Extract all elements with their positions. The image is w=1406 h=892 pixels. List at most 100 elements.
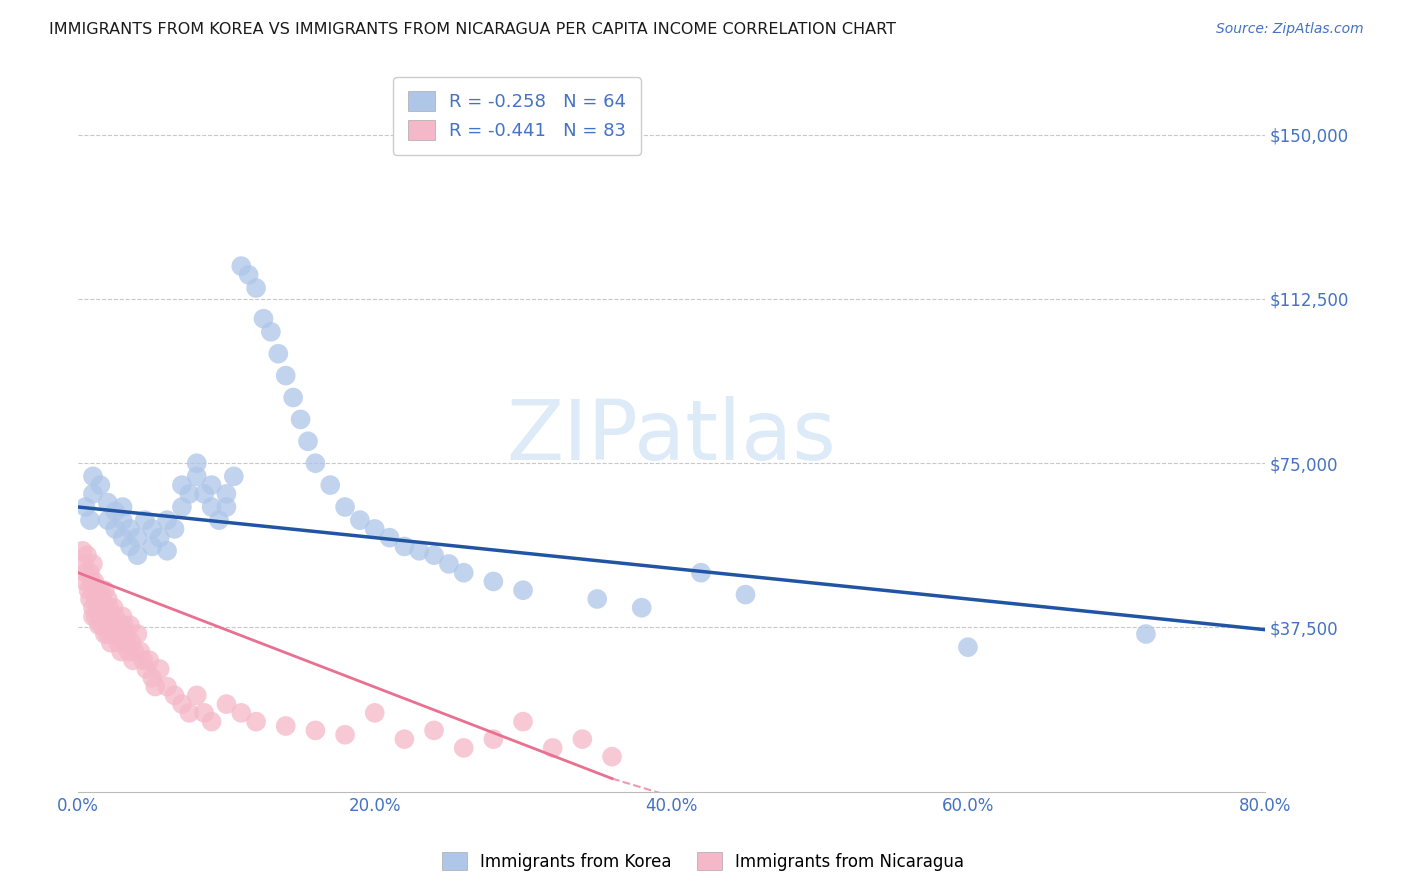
Point bbox=[79, 566, 101, 580]
Point bbox=[73, 557, 96, 571]
Point bbox=[75, 566, 97, 580]
Point bbox=[200, 478, 222, 492]
Point bbox=[75, 574, 97, 589]
Point bbox=[97, 495, 120, 509]
Point bbox=[245, 281, 267, 295]
Point bbox=[231, 259, 253, 273]
Point bbox=[90, 592, 112, 607]
Point bbox=[111, 513, 134, 527]
Point bbox=[245, 714, 267, 729]
Point bbox=[118, 522, 141, 536]
Point bbox=[141, 522, 163, 536]
Point bbox=[82, 583, 104, 598]
Point bbox=[96, 609, 118, 624]
Point bbox=[260, 325, 283, 339]
Point bbox=[98, 618, 121, 632]
Point bbox=[290, 412, 312, 426]
Point bbox=[90, 618, 112, 632]
Point bbox=[82, 487, 104, 501]
Point bbox=[112, 618, 135, 632]
Point bbox=[274, 719, 297, 733]
Legend: Immigrants from Korea, Immigrants from Nicaragua: Immigrants from Korea, Immigrants from N… bbox=[433, 844, 973, 880]
Point bbox=[129, 644, 152, 658]
Point bbox=[297, 434, 319, 449]
Point bbox=[127, 548, 149, 562]
Point bbox=[364, 706, 387, 720]
Point bbox=[111, 500, 134, 514]
Point bbox=[111, 627, 134, 641]
Point bbox=[77, 583, 100, 598]
Point bbox=[135, 662, 157, 676]
Point bbox=[72, 543, 94, 558]
Point bbox=[586, 592, 609, 607]
Point bbox=[117, 644, 139, 658]
Point bbox=[79, 592, 101, 607]
Point bbox=[304, 723, 326, 738]
Point bbox=[378, 531, 401, 545]
Point bbox=[84, 592, 107, 607]
Point bbox=[193, 487, 215, 501]
Point bbox=[104, 522, 127, 536]
Point bbox=[482, 574, 505, 589]
Point bbox=[111, 609, 134, 624]
Point bbox=[200, 500, 222, 514]
Point bbox=[82, 600, 104, 615]
Point bbox=[349, 513, 371, 527]
Point bbox=[231, 706, 253, 720]
Point bbox=[156, 680, 179, 694]
Point bbox=[118, 540, 141, 554]
Point bbox=[163, 522, 186, 536]
Point bbox=[97, 609, 120, 624]
Point bbox=[170, 500, 193, 514]
Point bbox=[132, 653, 155, 667]
Point bbox=[215, 487, 238, 501]
Point bbox=[122, 653, 145, 667]
Point bbox=[238, 268, 260, 282]
Point bbox=[215, 697, 238, 711]
Point bbox=[408, 543, 430, 558]
Point bbox=[222, 469, 245, 483]
Point bbox=[87, 618, 110, 632]
Point bbox=[127, 531, 149, 545]
Point bbox=[149, 531, 172, 545]
Point bbox=[482, 732, 505, 747]
Point bbox=[437, 557, 460, 571]
Point bbox=[104, 627, 127, 641]
Point bbox=[100, 609, 122, 624]
Point bbox=[423, 723, 446, 738]
Point bbox=[82, 469, 104, 483]
Point bbox=[600, 749, 623, 764]
Text: Source: ZipAtlas.com: Source: ZipAtlas.com bbox=[1216, 22, 1364, 37]
Point bbox=[512, 714, 534, 729]
Point bbox=[111, 531, 134, 545]
Point bbox=[94, 583, 117, 598]
Point bbox=[83, 574, 105, 589]
Point bbox=[103, 600, 125, 615]
Point bbox=[89, 609, 111, 624]
Point bbox=[186, 689, 208, 703]
Point bbox=[304, 456, 326, 470]
Point bbox=[541, 740, 564, 755]
Point bbox=[82, 557, 104, 571]
Point bbox=[956, 640, 979, 655]
Point bbox=[101, 618, 124, 632]
Point bbox=[274, 368, 297, 383]
Point bbox=[156, 543, 179, 558]
Point bbox=[107, 636, 129, 650]
Point bbox=[105, 618, 128, 632]
Point bbox=[75, 500, 97, 514]
Point bbox=[170, 697, 193, 711]
Point bbox=[394, 540, 416, 554]
Point bbox=[170, 478, 193, 492]
Point bbox=[94, 627, 117, 641]
Point bbox=[149, 662, 172, 676]
Point bbox=[453, 740, 475, 755]
Point bbox=[1135, 627, 1157, 641]
Point bbox=[453, 566, 475, 580]
Text: IMMIGRANTS FROM KOREA VS IMMIGRANTS FROM NICARAGUA PER CAPITA INCOME CORRELATION: IMMIGRANTS FROM KOREA VS IMMIGRANTS FROM… bbox=[49, 22, 896, 37]
Point bbox=[134, 513, 156, 527]
Point bbox=[104, 504, 127, 518]
Point bbox=[110, 644, 132, 658]
Point bbox=[690, 566, 713, 580]
Point bbox=[193, 706, 215, 720]
